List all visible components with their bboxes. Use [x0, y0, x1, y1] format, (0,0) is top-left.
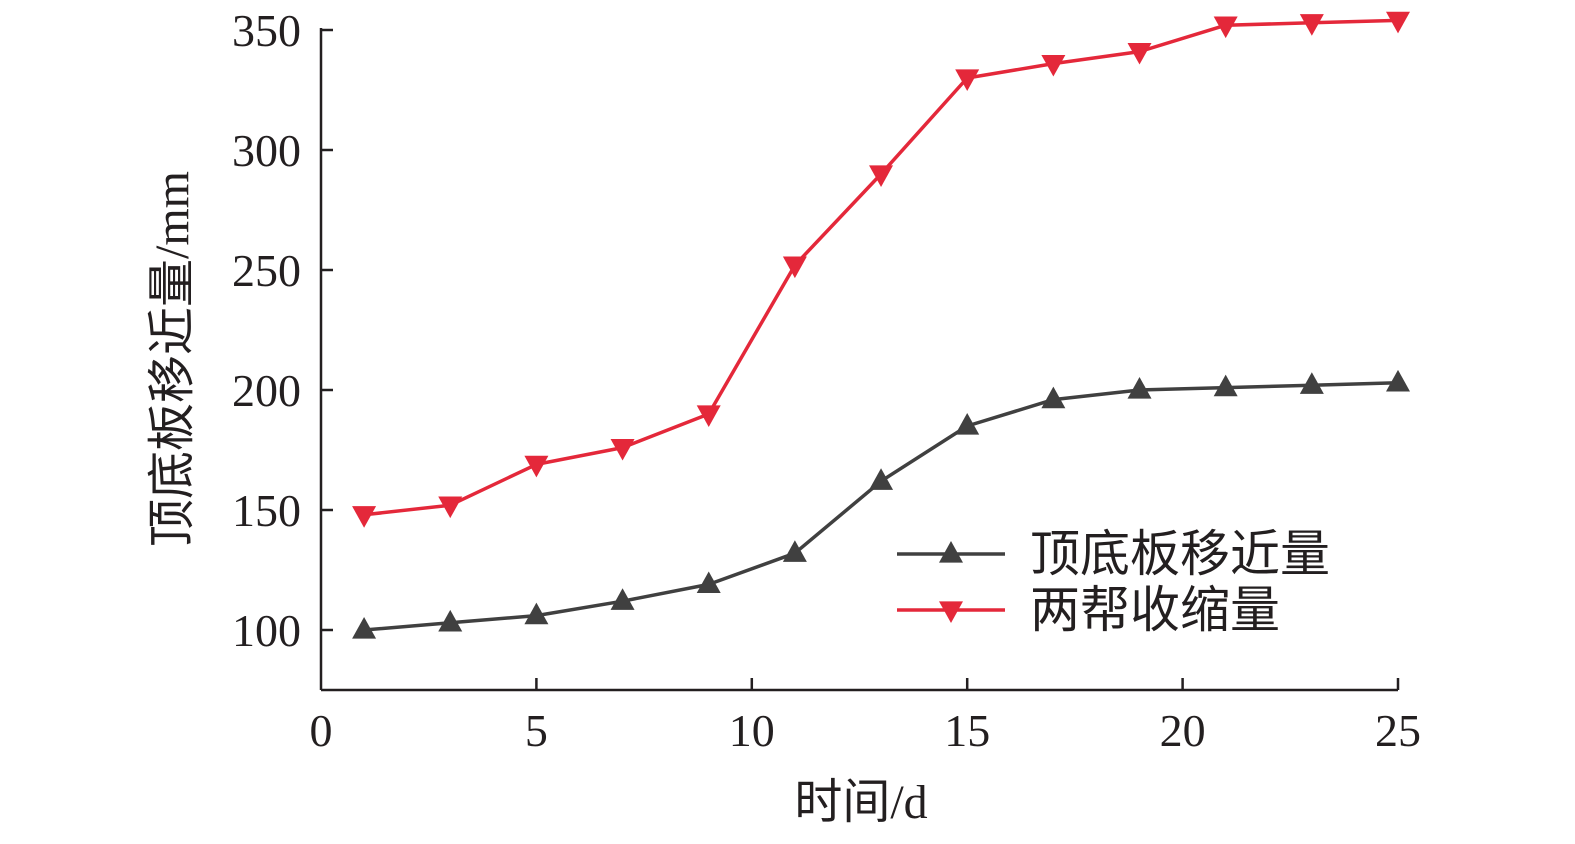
legend-marker — [939, 541, 963, 563]
y-tick-label: 250 — [232, 245, 301, 296]
y-tick-label: 100 — [232, 605, 301, 656]
x-tick-label: 10 — [729, 705, 775, 756]
data-point — [352, 617, 377, 639]
y-axis-label: 顶底板移近量/mm — [146, 171, 199, 547]
x-tick-label: 5 — [525, 705, 548, 756]
legend-label: 顶底板移近量 — [1030, 526, 1330, 582]
data-point — [1386, 369, 1410, 392]
data-point — [696, 571, 721, 594]
data-point — [955, 413, 980, 435]
data-point — [869, 165, 894, 187]
legend-item: 顶底板移近量 — [897, 526, 1330, 582]
data-point — [1041, 54, 1066, 77]
x-tick-label: 15 — [944, 705, 990, 756]
data-point — [782, 256, 807, 279]
data-point — [1299, 14, 1324, 36]
y-tick-label: 350 — [232, 5, 301, 56]
axes: 0 5 10 15 20 25 100 150 200 250 300 350 — [232, 5, 1421, 756]
series-line — [363, 18, 1399, 517]
legend-item: 两帮收缩量 — [897, 582, 1280, 638]
data-point — [352, 506, 377, 528]
series-2 — [352, 11, 1410, 528]
data-point — [1213, 374, 1238, 397]
legend-marker — [939, 601, 963, 623]
data-point — [1127, 377, 1152, 399]
series-layer — [352, 11, 1410, 639]
legend-label: 两帮收缩量 — [1030, 582, 1280, 638]
data-point — [782, 540, 807, 562]
data-point — [696, 405, 721, 427]
y-tick-label: 150 — [232, 485, 301, 536]
data-point — [610, 588, 635, 610]
series-1 — [352, 369, 1410, 639]
data-point — [1213, 16, 1238, 39]
y-tick-label: 300 — [232, 125, 301, 176]
data-point — [610, 438, 635, 461]
data-point — [524, 455, 549, 478]
x-tick-label: 20 — [1160, 705, 1206, 756]
data-point — [438, 496, 463, 519]
data-point — [869, 468, 894, 490]
x-tick-label: 0 — [310, 705, 333, 756]
data-point — [1041, 386, 1066, 409]
x-tick-label: 25 — [1375, 705, 1421, 756]
data-point — [1299, 372, 1324, 394]
data-point — [1386, 11, 1410, 34]
x-axis-label: 时间/d — [794, 776, 927, 829]
data-point — [955, 69, 980, 91]
data-point — [438, 609, 463, 632]
data-point — [524, 602, 549, 625]
data-point — [1127, 42, 1152, 65]
y-tick-label: 200 — [232, 365, 301, 416]
